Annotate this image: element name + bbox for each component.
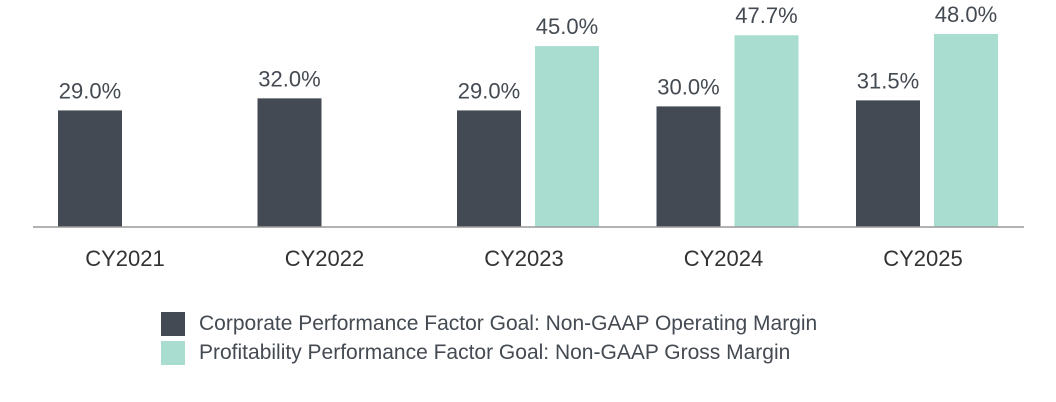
x-tick-labels: CY2021 CY2022 CY2023 CY2024 CY2025	[85, 246, 963, 271]
legend-swatch-operating-margin	[161, 311, 185, 336]
value-label-cy2021-series-0: 29.0%	[59, 78, 121, 103]
bar-cy2025-series-1	[934, 34, 998, 227]
legend-item-operating-margin: Corporate Performance Factor Goal: Non-G…	[161, 309, 817, 338]
legend: Corporate Performance Factor Goal: Non-G…	[161, 309, 817, 367]
x-tick-cy2022: CY2022	[285, 246, 365, 271]
value-label-cy2024-series-0: 30.0%	[657, 74, 719, 99]
bars-layer	[58, 34, 998, 227]
value-labels-layer: 29.0% 32.0% 29.0% 45.0% 30.0% 47.7% 31.5% 48.0%	[59, 2, 997, 103]
x-tick-cy2025: CY2025	[883, 246, 963, 271]
value-label-cy2023-series-1: 45.0%	[536, 14, 598, 39]
bar-cy2024-series-1	[734, 35, 799, 227]
legend-label-gross-margin: Profitability Performance Factor Goal: N…	[199, 340, 791, 364]
bar-chart: 29.0% 32.0% 29.0% 45.0% 30.0% 47.7% 31.5% 48.0%…	[33, 2, 1024, 271]
x-tick-cy2024: CY2024	[684, 246, 764, 271]
x-tick-cy2023: CY2023	[484, 246, 564, 271]
bar-cy2022-series-0	[257, 98, 322, 227]
value-label-cy2023-series-0: 29.0%	[458, 78, 520, 103]
legend-label-operating-margin: Corporate Performance Factor Goal: Non-G…	[199, 311, 818, 335]
bar-cy2023-series-1	[535, 46, 599, 227]
value-label-cy2022-series-0: 32.0%	[258, 66, 320, 91]
value-label-cy2025-series-1: 48.0%	[935, 2, 997, 27]
legend-item-gross-margin: Profitability Performance Factor Goal: N…	[161, 338, 817, 367]
legend-swatch-gross-margin	[161, 340, 185, 365]
bar-cy2023-series-0	[457, 110, 521, 227]
bar-cy2024-series-0	[656, 106, 721, 227]
value-label-cy2024-series-1: 47.7%	[735, 3, 797, 28]
x-tick-cy2021: CY2021	[85, 246, 165, 271]
bar-cy2021-series-0	[58, 110, 122, 227]
bar-cy2025-series-0	[856, 100, 920, 227]
value-label-cy2025-series-0: 31.5%	[857, 68, 919, 93]
